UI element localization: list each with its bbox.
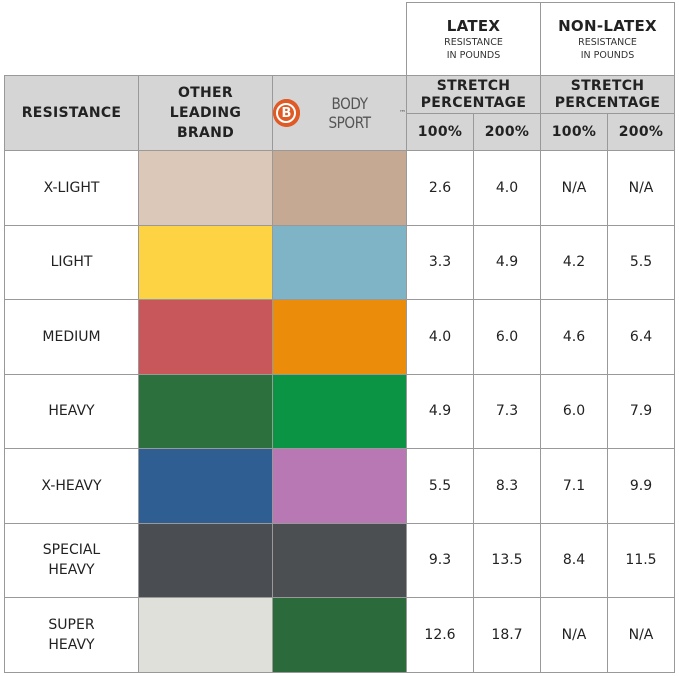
latex-200-header: 200%: [473, 113, 541, 151]
latex-200-value: 4.9: [473, 224, 541, 300]
header-line: OTHER: [177, 85, 233, 101]
nonlatex-200-header: 200%: [607, 113, 675, 151]
nonlatex-100-value: 7.1: [540, 448, 608, 524]
other-brand-swatch: [138, 224, 273, 300]
label-line: HEAVY: [48, 403, 95, 420]
latex-stretch-header: STRETCH PERCENTAGE: [406, 75, 541, 114]
latex-sub: RESISTANCE: [444, 37, 503, 48]
bodysport-header: B BODY SPORT ™: [272, 75, 407, 151]
other-brand-swatch: [138, 299, 273, 375]
header-line: PERCENTAGE: [420, 94, 527, 111]
resistance-label: SUPER HEAVY: [4, 597, 139, 673]
resistance-label: X-LIGHT: [4, 150, 139, 226]
resistance-label: X-HEAVY: [4, 448, 139, 524]
latex-100-value: 9.3: [406, 522, 474, 598]
nonlatex-header: NON-LATEX RESISTANCE IN POUNDS: [540, 2, 675, 76]
nonlatex-200-value: 5.5: [607, 224, 675, 300]
bodysport-swatch: [272, 448, 407, 524]
nonlatex-200-value: 9.9: [607, 448, 675, 524]
header-line: PERCENTAGE: [554, 94, 661, 111]
bodysport-swatch: [272, 150, 407, 226]
label-line: HEAVY: [48, 562, 95, 579]
latex-200-value: 18.7: [473, 597, 541, 673]
nonlatex-title: NON-LATEX: [558, 17, 657, 35]
latex-100-header: 100%: [406, 113, 474, 151]
label-line: X-HEAVY: [41, 477, 102, 494]
label-line: SPECIAL: [42, 542, 101, 559]
nonlatex-100-value: N/A: [540, 597, 608, 673]
bodysport-swatch: [272, 224, 407, 300]
resistance-label: SPECIAL HEAVY: [4, 522, 139, 598]
latex-header: LATEX RESISTANCE IN POUNDS: [406, 2, 541, 76]
label-line: SUPER: [48, 616, 95, 633]
label-line: LIGHT: [50, 254, 93, 271]
resistance-label: LIGHT: [4, 224, 139, 300]
nonlatex-200-value: 7.9: [607, 373, 675, 449]
latex-100-value: 4.9: [406, 373, 474, 449]
nonlatex-100-value: 4.2: [540, 224, 608, 300]
nonlatex-200-value: N/A: [607, 150, 675, 226]
nonlatex-100-value: N/A: [540, 150, 608, 226]
latex-200-value: 4.0: [473, 150, 541, 226]
label-line: HEAVY: [48, 636, 95, 653]
resistance-header: RESISTANCE: [4, 75, 139, 151]
other-brand-swatch: [138, 522, 273, 598]
latex-100-value: 2.6: [406, 150, 474, 226]
bodysport-swatch: [272, 522, 407, 598]
other-brand-swatch: [138, 373, 273, 449]
resistance-label: HEAVY: [4, 373, 139, 449]
header-line: BRAND: [176, 125, 235, 141]
nonlatex-100-header: 100%: [540, 113, 608, 151]
latex-100-value: 5.5: [406, 448, 474, 524]
latex-100-value: 12.6: [406, 597, 474, 673]
nonlatex-200-value: 6.4: [607, 299, 675, 375]
bodysport-logo: B BODY SPORT ™: [273, 94, 406, 132]
label-line: MEDIUM: [42, 328, 101, 345]
other-brand-swatch: [138, 150, 273, 226]
latex-title: LATEX: [446, 17, 501, 35]
latex-100-value: 3.3: [406, 224, 474, 300]
bodysport-b-icon: B: [273, 99, 300, 127]
bodysport-swatch: [272, 299, 407, 375]
latex-200-value: 13.5: [473, 522, 541, 598]
latex-100-value: 4.0: [406, 299, 474, 375]
other-brand-swatch: [138, 597, 273, 673]
other-brand-header: OTHER LEADING BRAND: [138, 75, 273, 151]
nonlatex-100-value: 6.0: [540, 373, 608, 449]
resistance-label: MEDIUM: [4, 299, 139, 375]
nonlatex-stretch-header: STRETCH PERCENTAGE: [540, 75, 675, 114]
latex-200-value: 6.0: [473, 299, 541, 375]
logo-text: BODY SPORT: [328, 94, 371, 132]
label-line: X-LIGHT: [43, 179, 100, 196]
header-line: LEADING: [169, 105, 242, 121]
header-line: STRETCH: [436, 77, 511, 94]
bodysport-swatch: [272, 597, 407, 673]
nonlatex-200-value: N/A: [607, 597, 675, 673]
nonlatex-200-value: 11.5: [607, 522, 675, 598]
nonlatex-100-value: 8.4: [540, 522, 608, 598]
header-line: STRETCH: [570, 77, 645, 94]
bodysport-swatch: [272, 373, 407, 449]
nonlatex-100-value: 4.6: [540, 299, 608, 375]
latex-200-value: 8.3: [473, 448, 541, 524]
nonlatex-sub: RESISTANCE: [578, 37, 637, 48]
latex-sub: IN POUNDS: [446, 50, 501, 61]
logo-tm: ™: [399, 109, 406, 117]
other-brand-swatch: [138, 448, 273, 524]
latex-200-value: 7.3: [473, 373, 541, 449]
logo-letter: B: [276, 103, 297, 123]
nonlatex-sub: IN POUNDS: [580, 50, 635, 61]
